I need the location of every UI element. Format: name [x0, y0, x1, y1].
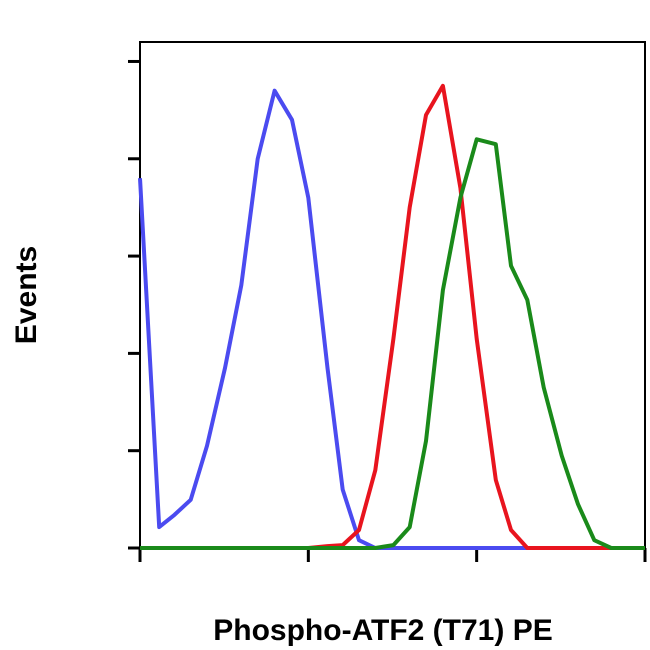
y-axis-label: Events	[10, 246, 43, 344]
x-axis-label: Phospho-ATF2 (T71) PE	[213, 614, 552, 647]
series-line	[140, 137, 645, 550]
